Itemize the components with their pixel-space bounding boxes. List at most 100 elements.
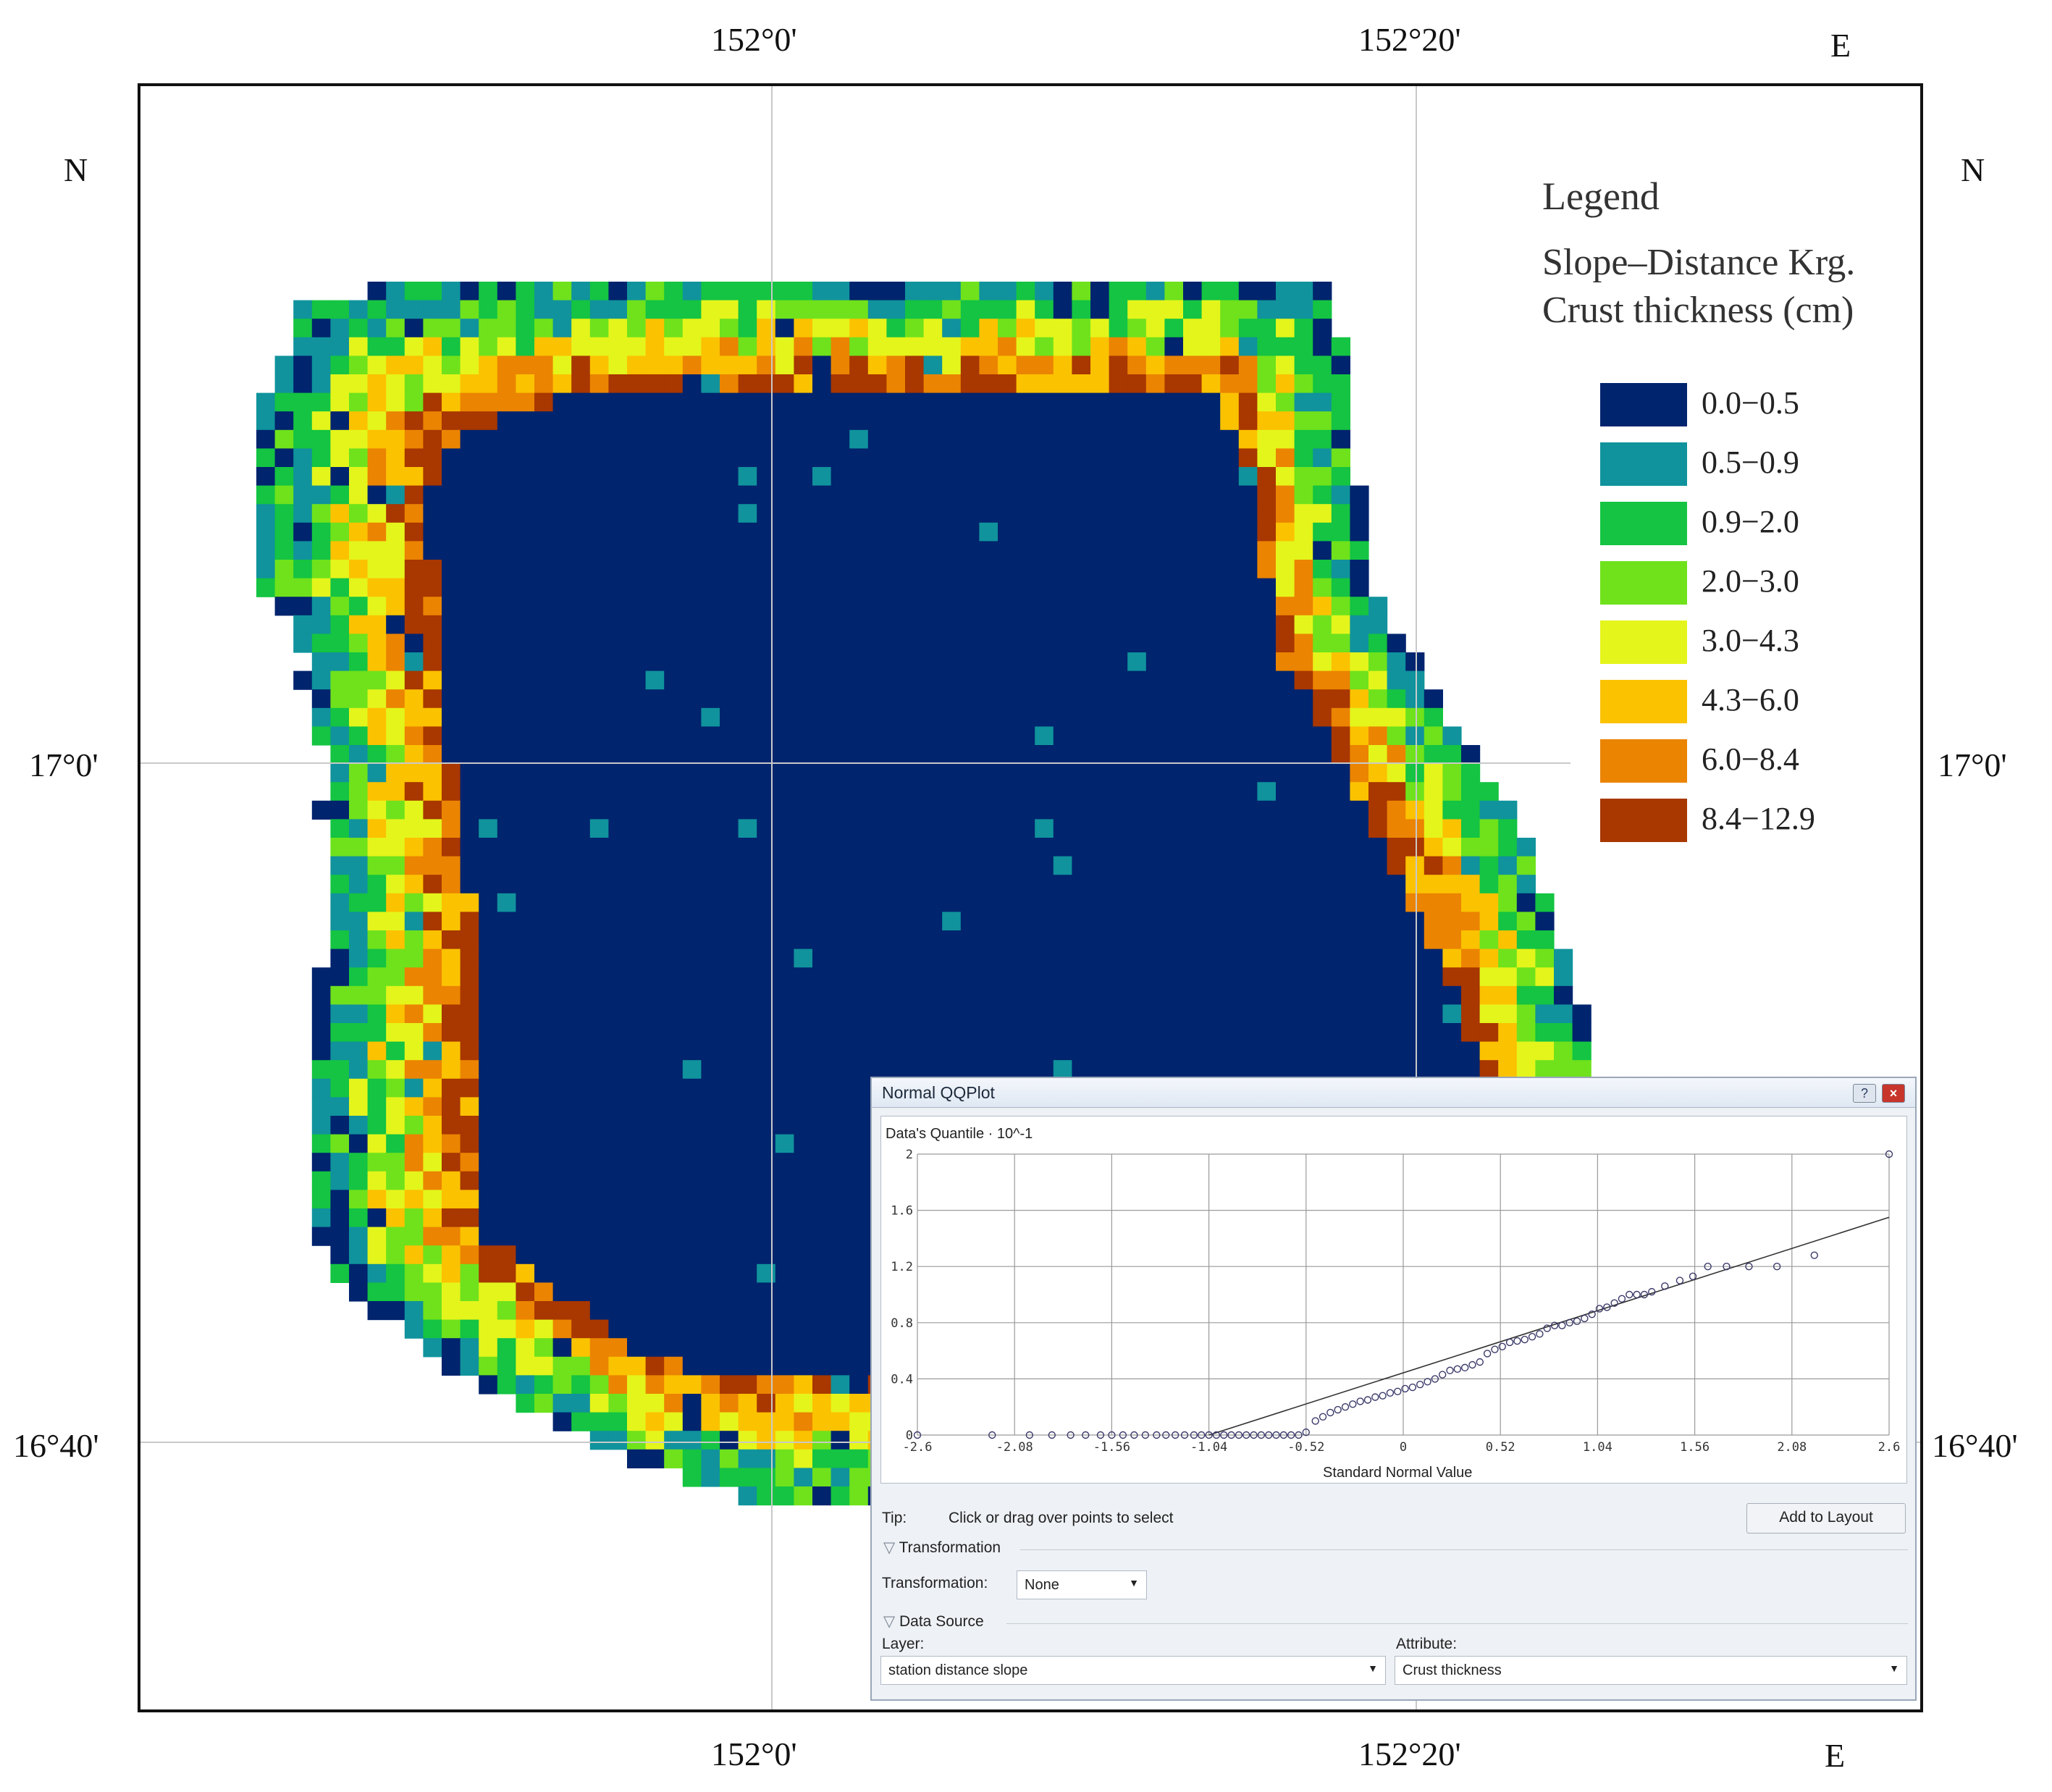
raster-cell bbox=[701, 1412, 720, 1431]
layer-dropdown[interactable]: station distance slope ▼ bbox=[880, 1656, 1386, 1685]
raster-cell bbox=[589, 1134, 609, 1153]
raster-cell bbox=[1035, 1023, 1054, 1043]
raster-cell bbox=[349, 319, 369, 338]
raster-cell bbox=[794, 392, 813, 412]
raster-cell bbox=[1183, 782, 1203, 802]
raster-cell bbox=[497, 1301, 516, 1321]
raster-cell bbox=[1368, 1060, 1388, 1080]
raster-cell bbox=[460, 1134, 479, 1153]
raster-cell bbox=[589, 670, 609, 690]
qq-data-point bbox=[1446, 1366, 1454, 1374]
raster-cell bbox=[1350, 1023, 1369, 1043]
raster-cell bbox=[534, 1023, 554, 1043]
raster-cell bbox=[330, 819, 350, 838]
raster-cell bbox=[552, 1004, 572, 1024]
raster-cell bbox=[1164, 856, 1184, 875]
raster-cell bbox=[311, 429, 331, 449]
raster-cell bbox=[386, 356, 405, 375]
raster-cell bbox=[552, 689, 572, 709]
raster-cell bbox=[886, 670, 906, 690]
raster-cell bbox=[349, 800, 369, 820]
raster-cell bbox=[1016, 893, 1035, 912]
raster-cell bbox=[1479, 800, 1499, 820]
transformation-section-header[interactable]: ▽ Transformation bbox=[883, 1539, 1001, 1557]
raster-cell bbox=[1127, 707, 1147, 727]
raster-cell bbox=[812, 875, 832, 894]
raster-cell bbox=[812, 282, 832, 301]
raster-cell bbox=[979, 689, 998, 709]
raster-cell bbox=[1257, 875, 1277, 894]
raster-cell bbox=[720, 1097, 739, 1116]
raster-cell bbox=[794, 819, 813, 838]
raster-cell bbox=[738, 670, 757, 690]
raster-cell bbox=[645, 1301, 665, 1321]
attribute-dropdown[interactable]: Crust thickness ▼ bbox=[1395, 1656, 1907, 1685]
raster-cell bbox=[867, 875, 887, 894]
transformation-dropdown[interactable]: None ▼ bbox=[1017, 1570, 1147, 1599]
close-icon[interactable]: × bbox=[1882, 1084, 1905, 1103]
window-titlebar[interactable]: Normal QQPlot ? × bbox=[872, 1078, 1915, 1108]
raster-cell bbox=[886, 967, 906, 987]
raster-cell bbox=[923, 282, 943, 301]
raster-cell bbox=[404, 689, 424, 709]
raster-cell bbox=[293, 560, 313, 579]
raster-cell bbox=[1109, 782, 1128, 802]
raster-cell bbox=[293, 634, 313, 653]
qq-plot-svg[interactable]: Data's Quantile · 10^-1 Standard Normal … bbox=[881, 1116, 1906, 1483]
raster-cell bbox=[404, 467, 424, 487]
raster-cell bbox=[442, 670, 461, 690]
raster-cell bbox=[442, 1041, 461, 1061]
add-to-layout-button[interactable]: Add to Layout bbox=[1746, 1503, 1906, 1534]
raster-cell bbox=[979, 912, 998, 931]
raster-cell bbox=[497, 893, 516, 912]
raster-cell bbox=[905, 800, 925, 820]
raster-cell bbox=[516, 1227, 535, 1246]
raster-cell bbox=[1276, 875, 1295, 894]
raster-cell bbox=[349, 1153, 369, 1172]
raster-cell bbox=[349, 392, 369, 412]
raster-cell bbox=[1461, 912, 1481, 931]
raster-cell bbox=[1294, 948, 1313, 968]
raster-cell bbox=[923, 838, 943, 857]
raster-cell bbox=[645, 1356, 665, 1376]
raster-cell bbox=[757, 1449, 776, 1468]
raster-cell bbox=[775, 1060, 794, 1080]
raster-cell bbox=[1238, 838, 1258, 857]
raster-cell bbox=[1350, 912, 1369, 931]
raster-cell bbox=[1294, 1023, 1313, 1043]
data-source-section-header[interactable]: ▽ Data Source bbox=[883, 1612, 984, 1631]
raster-cell bbox=[460, 875, 479, 894]
raster-cell bbox=[608, 967, 628, 987]
raster-cell bbox=[1313, 967, 1332, 987]
raster-cell bbox=[849, 819, 869, 838]
raster-cell bbox=[1498, 948, 1518, 968]
raster-cell bbox=[1109, 560, 1128, 579]
raster-cell bbox=[701, 1282, 720, 1302]
bottom-longitude-152-20: 152°20' bbox=[1358, 1736, 1461, 1772]
raster-cell bbox=[1368, 745, 1388, 765]
raster-cell bbox=[423, 392, 442, 412]
raster-cell bbox=[923, 1060, 943, 1080]
raster-cell bbox=[330, 1134, 350, 1153]
raster-cell bbox=[1442, 1041, 1462, 1061]
raster-cell bbox=[330, 448, 350, 468]
raster-cell bbox=[849, 541, 869, 560]
raster-cell bbox=[589, 1023, 609, 1043]
raster-cell bbox=[757, 726, 776, 746]
raster-cell bbox=[1257, 429, 1277, 449]
raster-cell bbox=[1053, 782, 1072, 802]
raster-cell bbox=[534, 356, 554, 375]
raster-cell bbox=[720, 1023, 739, 1043]
raster-cell bbox=[311, 319, 331, 338]
raster-cell bbox=[1257, 985, 1277, 1005]
raster-cell bbox=[849, 707, 869, 727]
raster-cell bbox=[645, 300, 665, 319]
raster-cell bbox=[1405, 1060, 1425, 1080]
raster-cell bbox=[1201, 726, 1221, 746]
raster-cell bbox=[1016, 578, 1035, 597]
raster-cell bbox=[849, 875, 869, 894]
raster-cell bbox=[1498, 838, 1518, 857]
raster-cell bbox=[664, 782, 684, 802]
qq-plot-area[interactable]: Data's Quantile · 10^-1 Standard Normal … bbox=[880, 1116, 1907, 1484]
help-icon[interactable]: ? bbox=[1853, 1084, 1876, 1103]
